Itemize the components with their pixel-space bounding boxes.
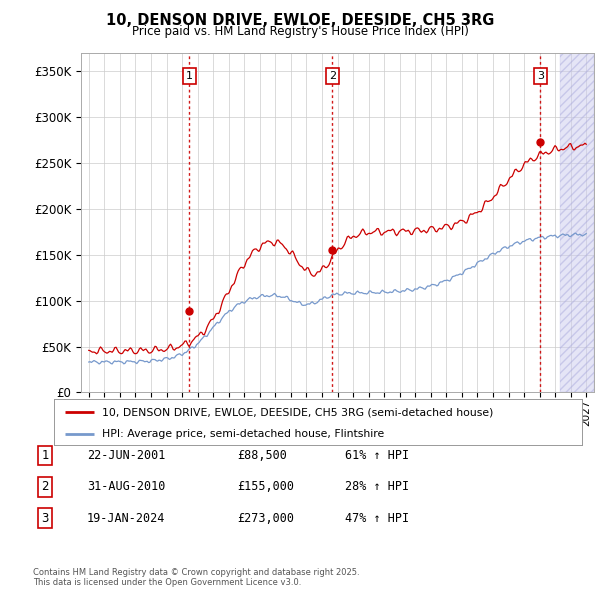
Text: 2: 2 bbox=[41, 480, 49, 493]
Text: 31-AUG-2010: 31-AUG-2010 bbox=[87, 480, 166, 493]
Text: 2: 2 bbox=[329, 71, 336, 81]
Text: Contains HM Land Registry data © Crown copyright and database right 2025.
This d: Contains HM Land Registry data © Crown c… bbox=[33, 568, 359, 587]
Text: 28% ↑ HPI: 28% ↑ HPI bbox=[345, 480, 409, 493]
Text: HPI: Average price, semi-detached house, Flintshire: HPI: Average price, semi-detached house,… bbox=[101, 430, 384, 440]
Text: 61% ↑ HPI: 61% ↑ HPI bbox=[345, 449, 409, 462]
Text: £88,500: £88,500 bbox=[237, 449, 287, 462]
Text: 3: 3 bbox=[537, 71, 544, 81]
Text: 10, DENSON DRIVE, EWLOE, DEESIDE, CH5 3RG (semi-detached house): 10, DENSON DRIVE, EWLOE, DEESIDE, CH5 3R… bbox=[101, 407, 493, 417]
Text: 47% ↑ HPI: 47% ↑ HPI bbox=[345, 512, 409, 525]
Text: 3: 3 bbox=[41, 512, 49, 525]
Bar bbox=[560, 53, 594, 392]
Text: 10, DENSON DRIVE, EWLOE, DEESIDE, CH5 3RG: 10, DENSON DRIVE, EWLOE, DEESIDE, CH5 3R… bbox=[106, 13, 494, 28]
Text: 1: 1 bbox=[186, 71, 193, 81]
Text: £155,000: £155,000 bbox=[237, 480, 294, 493]
Text: Price paid vs. HM Land Registry's House Price Index (HPI): Price paid vs. HM Land Registry's House … bbox=[131, 25, 469, 38]
Text: 22-JUN-2001: 22-JUN-2001 bbox=[87, 449, 166, 462]
Text: £273,000: £273,000 bbox=[237, 512, 294, 525]
Text: 1: 1 bbox=[41, 449, 49, 462]
Text: 19-JAN-2024: 19-JAN-2024 bbox=[87, 512, 166, 525]
